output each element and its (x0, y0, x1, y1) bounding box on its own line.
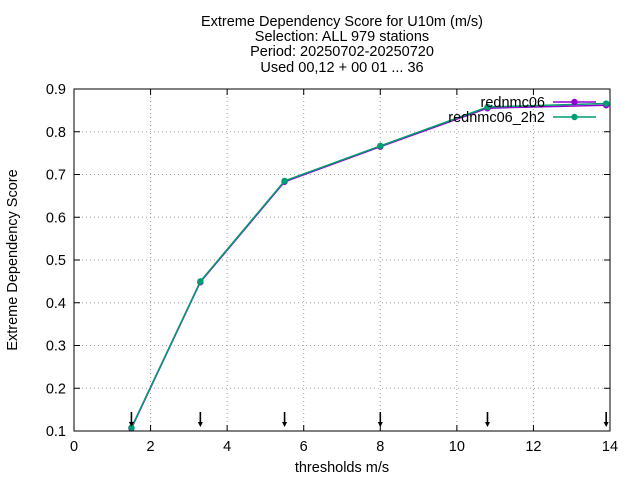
y-tick-label: 0.8 (46, 125, 66, 141)
x-axis-label: thresholds m/s (295, 460, 389, 476)
y-tick-label: 0.7 (46, 168, 66, 184)
threshold-marker-arrowhead (377, 422, 383, 427)
x-tick-label: 4 (223, 439, 231, 455)
x-tick-label: 8 (376, 439, 384, 455)
title-line-1: Extreme Dependency Score for U10m (m/s) (201, 14, 483, 30)
threshold-marker-arrowhead (282, 422, 288, 427)
threshold-marker-arrowhead (484, 422, 490, 427)
plot-frame (73, 88, 611, 432)
series-line-rednmc06_2h2 (130, 102, 607, 428)
data-point-rednmc06_2h2 (484, 103, 491, 111)
data-point-rednmc06_2h2 (377, 142, 384, 150)
x-tick-label: 6 (300, 439, 308, 455)
y-tick-label: 0.4 (46, 296, 66, 312)
series (128, 100, 610, 432)
legend-label-rednmc06: rednmc06 (481, 95, 545, 111)
y-tick-label: 0.5 (46, 253, 66, 269)
legend-point-rednmc06 (571, 98, 578, 106)
x-tick-label: 2 (147, 439, 155, 455)
legend-point-rednmc06_2h2 (571, 113, 578, 121)
threshold-marker-arrowhead (197, 422, 203, 427)
x-tick-label: 14 (602, 439, 618, 455)
y-tick-label: 0.3 (46, 339, 66, 355)
title-line-4: Used 00,12 + 00 01 ... 36 (260, 60, 423, 76)
y-axis-label: Extreme Dependency Score (5, 169, 21, 350)
data-point-rednmc06_2h2 (281, 177, 288, 185)
y-tick-label: 0.1 (46, 424, 66, 440)
x-tick-label: 12 (525, 439, 541, 455)
y-tick-label: 0.2 (46, 381, 66, 397)
y-tick-label: 0.6 (46, 210, 66, 226)
threshold-markers (128, 412, 609, 427)
chart-title: Extreme Dependency Score for U10m (m/s) … (201, 14, 483, 76)
data-point-rednmc06_2h2 (197, 278, 204, 285)
series-line-rednmc06 (130, 104, 607, 429)
legend-label-rednmc06_2h2: rednmc06_2h2 (448, 110, 545, 126)
threshold-marker-arrowhead (603, 422, 609, 427)
title-line-2: Selection: ALL 979 stations (255, 29, 429, 45)
y-tick-label: 0.9 (46, 82, 66, 98)
data-point-rednmc06_2h2 (602, 100, 610, 107)
x-tick-label: 10 (449, 439, 465, 455)
threshold-marker-arrowhead (128, 422, 134, 427)
data-point-rednmc06_2h2 (128, 424, 135, 431)
title-line-3: Period: 20250702-20250720 (250, 44, 434, 60)
axis-ticks: 0 2 4 6 8 10 12 14 0.1 0.2 0.3 0.4 0.5 0.6 0.7 0.8 0.9 (46, 82, 618, 455)
x-tick-label: 0 (70, 439, 78, 455)
